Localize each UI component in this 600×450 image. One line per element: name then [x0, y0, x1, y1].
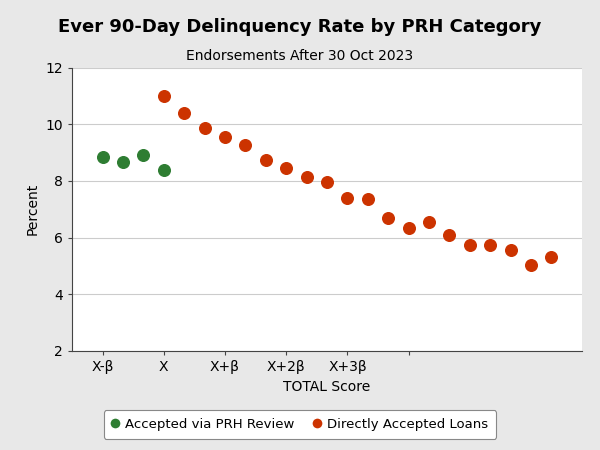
- Point: [506, 247, 515, 254]
- Point: [281, 165, 291, 172]
- Point: [179, 109, 189, 117]
- Y-axis label: Percent: Percent: [26, 183, 40, 235]
- Text: Endorsements After 30 Oct 2023: Endorsements After 30 Oct 2023: [187, 50, 413, 63]
- Text: Ever 90-Day Delinquency Rate by PRH Category: Ever 90-Day Delinquency Rate by PRH Cate…: [58, 18, 542, 36]
- Point: [526, 261, 536, 268]
- Point: [261, 156, 271, 163]
- Point: [98, 153, 107, 160]
- Point: [485, 241, 495, 248]
- Point: [465, 241, 475, 248]
- Point: [118, 159, 128, 166]
- Point: [383, 214, 393, 221]
- Point: [404, 224, 413, 231]
- Point: [241, 142, 250, 149]
- Point: [445, 231, 454, 239]
- Point: [322, 179, 332, 186]
- Point: [343, 194, 352, 202]
- Point: [200, 125, 209, 132]
- Legend: Accepted via PRH Review, Directly Accepted Loans: Accepted via PRH Review, Directly Accept…: [104, 410, 496, 439]
- Point: [139, 152, 148, 159]
- Point: [547, 254, 556, 261]
- Point: [159, 166, 169, 173]
- X-axis label: TOTAL Score: TOTAL Score: [283, 380, 371, 394]
- Point: [159, 92, 169, 99]
- Point: [363, 196, 373, 203]
- Point: [220, 133, 230, 140]
- Point: [302, 173, 311, 180]
- Point: [424, 218, 434, 225]
